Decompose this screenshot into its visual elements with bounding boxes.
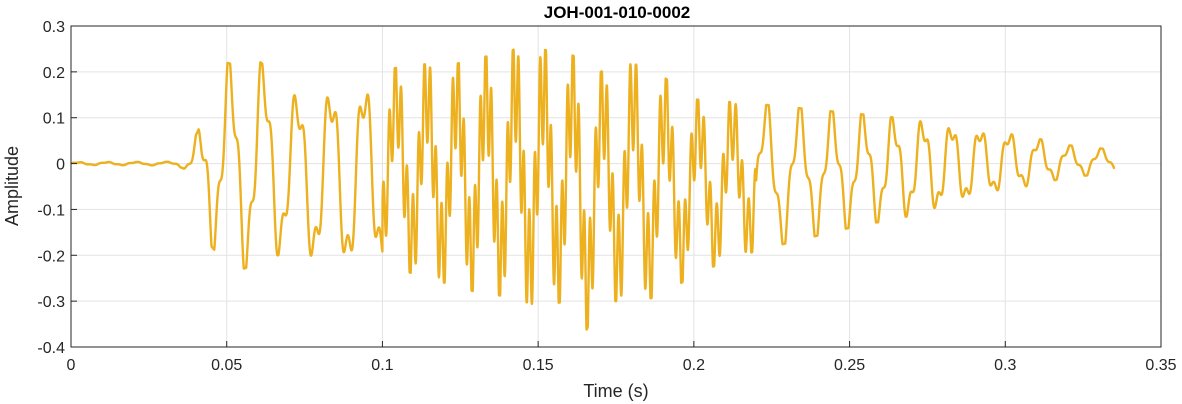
y-tick-label: -0.1 [37,202,65,219]
y-tick-label: 0.1 [43,111,65,128]
x-tick-label: 0.35 [1145,357,1176,374]
x-tick-label: 0.25 [834,357,865,374]
waveform-series [70,48,1116,331]
x-axis-ticks: 0 0.05 0.1 0.15 0.2 0.25 0.3 0.35 [67,341,1177,374]
y-tick-label: -0.3 [37,294,65,311]
x-tick-label: 0.05 [211,357,242,374]
x-tick-label: 0 [67,357,76,374]
waveform-line [70,48,1116,331]
y-tick-label: 0.2 [43,65,65,82]
x-tick-label: 0.1 [371,357,393,374]
y-tick-label: -0.2 [37,248,65,265]
x-tick-label: 0.2 [683,357,705,374]
plot-area [70,25,1162,348]
x-axis-label: Time (s) [583,381,648,401]
y-tick-label: 0.3 [43,19,65,36]
x-tick-label: 0.15 [523,357,554,374]
plot-frame [70,25,1162,348]
y-axis-label: Amplitude [2,146,22,226]
chart-title: JOH-001-010-0002 [544,3,690,22]
y-axis-ticks: 0.3 0.2 0.1 0 -0.1 -0.2 -0.3 -0.4 [37,19,77,357]
y-tick-label: 0 [56,157,65,174]
y-tick-label: -0.4 [37,340,65,357]
x-tick-label: 0.3 [994,357,1016,374]
